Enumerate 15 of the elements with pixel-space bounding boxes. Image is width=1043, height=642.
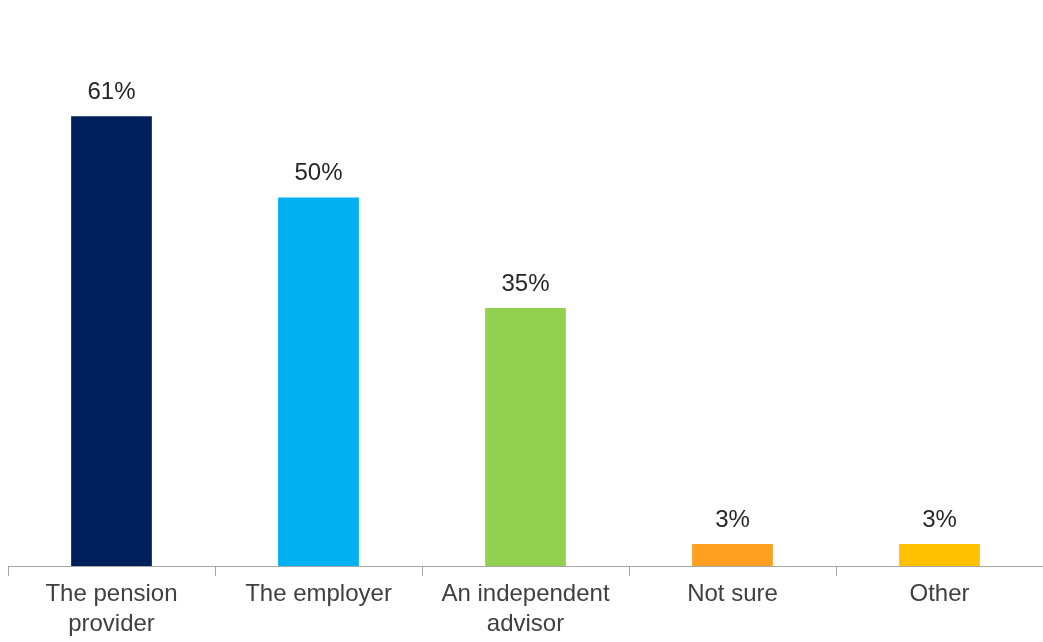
x-tick-label: The pension provider [45,578,178,636]
data-label: 61% [87,76,136,104]
x-tick-label: Other [909,578,970,606]
data-label: 3% [922,504,957,532]
x-tick-label: The employer [245,578,392,606]
bar [485,308,566,566]
bar [71,116,152,566]
bar [692,543,773,566]
data-label: 50% [294,158,343,186]
x-tick-label: Not sure [687,578,778,606]
bar [278,197,359,566]
data-label: 35% [501,268,550,296]
bar [899,543,980,566]
x-tick-label: An independent advisor [441,578,610,636]
data-label: 3% [715,504,750,532]
